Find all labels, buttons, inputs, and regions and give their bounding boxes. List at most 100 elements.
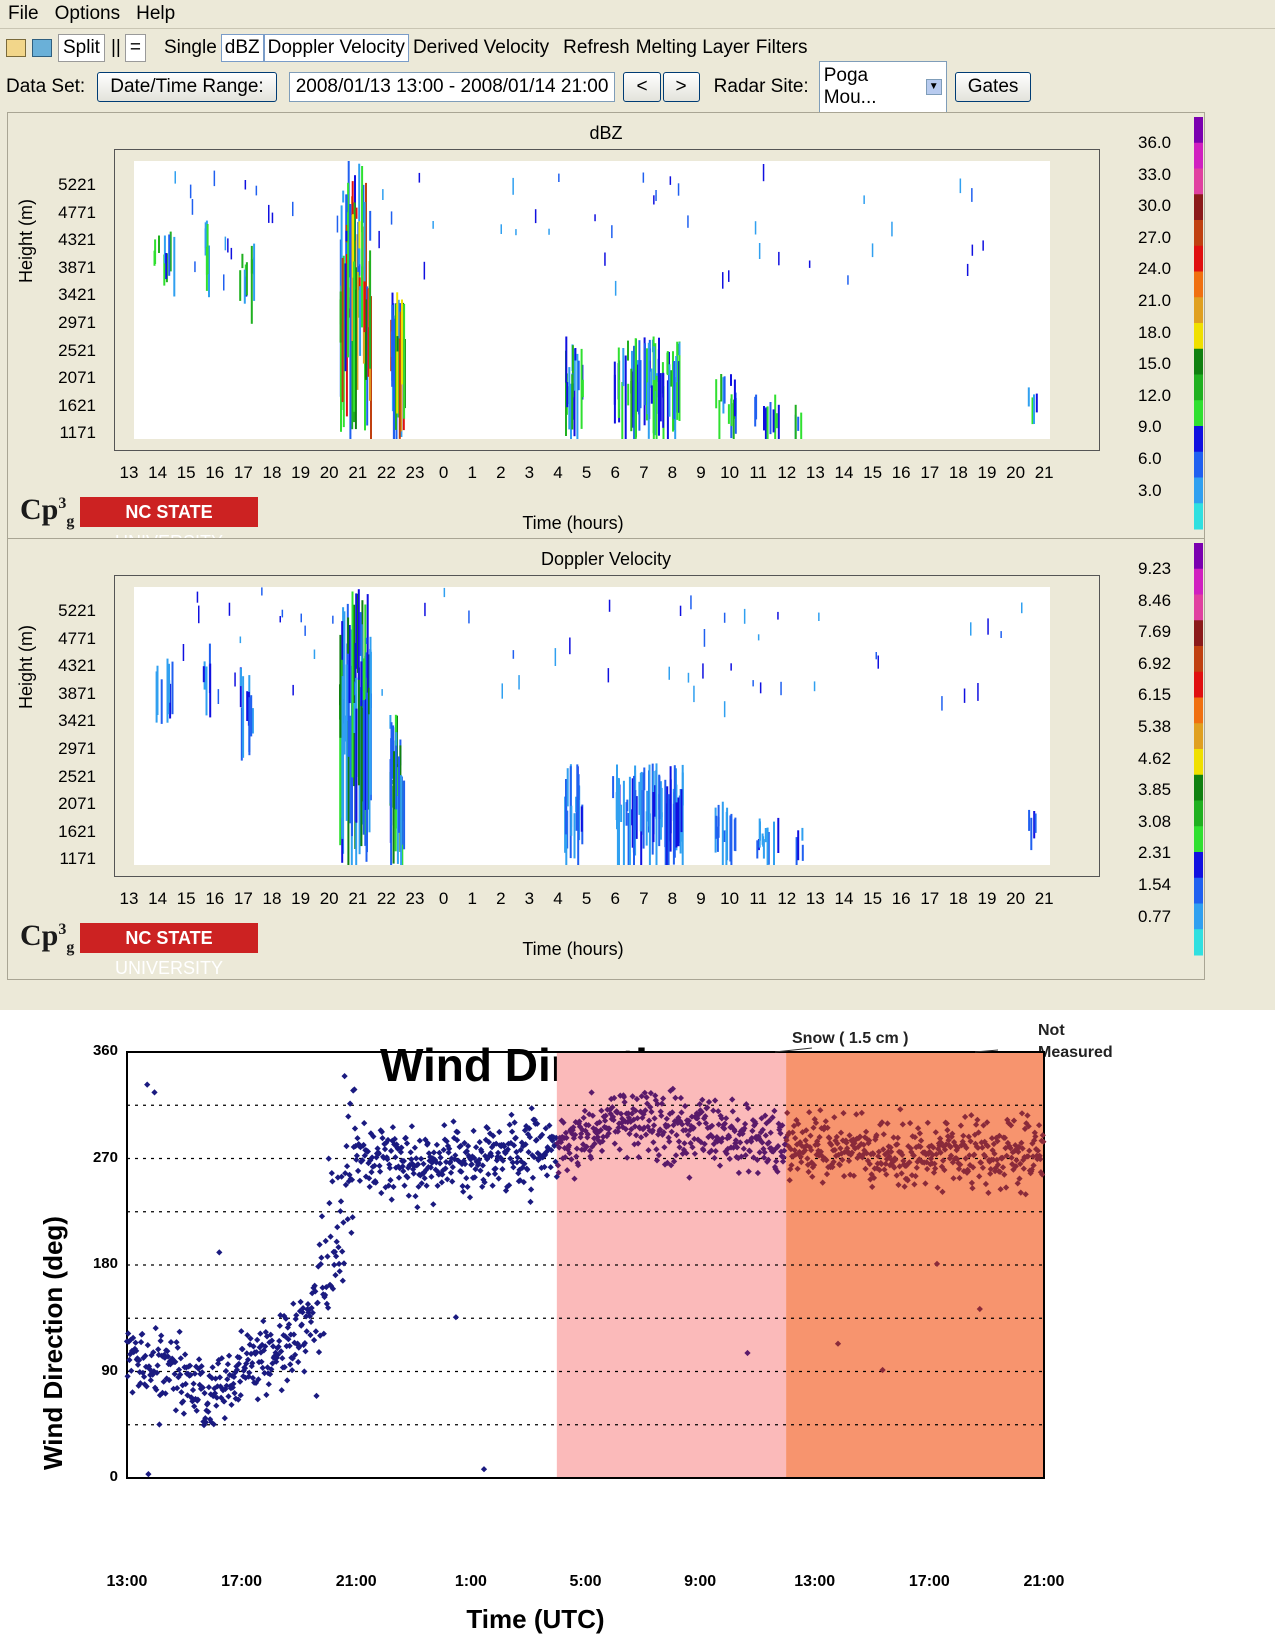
wind-data-point: [672, 1094, 679, 1102]
date-time-range-button[interactable]: Date/Time Range:: [97, 72, 277, 102]
wind-data-point: [221, 1414, 228, 1422]
wind-data-point: [150, 1349, 157, 1356]
wind-data-point: [530, 1154, 538, 1161]
radar-echo: [652, 792, 655, 843]
wind-data-point: [476, 1138, 483, 1146]
refresh-button[interactable]: Refresh: [563, 37, 630, 58]
x-tick-label: 14: [834, 889, 854, 908]
radar-echo: [352, 214, 354, 278]
dbz-button[interactable]: dBZ: [220, 34, 264, 62]
wind-data-point: [658, 1112, 665, 1119]
radar-echo: [987, 618, 989, 635]
wind-data-point: [260, 1317, 267, 1325]
x-tick-label: 14: [834, 463, 854, 482]
x-tick-label: 19: [291, 889, 311, 908]
radar-echo: [355, 683, 357, 695]
menu-help[interactable]: Help: [136, 3, 176, 24]
menu-file[interactable]: File: [8, 3, 39, 24]
derived-velocity-button[interactable]: Derived Velocity: [412, 37, 550, 58]
wind-data-point: [621, 1098, 628, 1106]
plot-frame: [126, 1051, 1045, 1479]
wind-data-point: [295, 1358, 302, 1366]
wind-data-point: [334, 1223, 341, 1231]
colorbar-swatch: [1194, 220, 1203, 247]
radar-echo: [501, 683, 503, 699]
wind-data-point: [475, 1156, 483, 1164]
y-tick-label: 4321: [58, 656, 96, 676]
melting-layer-button[interactable]: Melting Layer: [635, 37, 750, 58]
radar-echo: [627, 340, 629, 361]
date-range-field[interactable]: 2008/01/13 13:00 - 2008/01/14 21:00: [288, 72, 616, 102]
radar-echo: [240, 707, 243, 761]
wind-data-point: [711, 1097, 719, 1104]
wind-data-point: [543, 1172, 551, 1179]
previous-button[interactable]: <: [623, 72, 661, 102]
x-tick-label: 11: [749, 463, 768, 482]
colorbar-label: 30.0: [1138, 196, 1172, 216]
wind-data-point: [944, 1133, 952, 1140]
wind-data-point: [144, 1341, 151, 1349]
radar-echo: [363, 202, 366, 282]
horizontal-split-button[interactable]: =: [124, 34, 146, 62]
wind-data-point: [691, 1150, 699, 1157]
radar-echo: [339, 291, 342, 325]
radar-echo: [189, 184, 192, 199]
x-tick-label: 19: [977, 889, 997, 908]
x-tick-label: 20: [319, 463, 339, 482]
colorbar-label: 21.0: [1138, 291, 1172, 310]
radar-echo: [355, 207, 358, 219]
wind-data-point: [318, 1213, 326, 1220]
radar-echo: [390, 738, 393, 826]
radar-echo: [365, 299, 367, 380]
radar-echo: [341, 691, 344, 837]
radar-echo: [769, 402, 772, 435]
filters-button[interactable]: Filters: [755, 37, 808, 58]
split-button[interactable]: Split: [58, 34, 105, 62]
wind-data-point: [511, 1119, 518, 1126]
wind-data-point: [527, 1186, 535, 1193]
radar-echo: [571, 345, 574, 398]
wind-data-point: [598, 1147, 606, 1155]
radar-echo: [403, 780, 406, 850]
wind-data-point: [831, 1114, 838, 1121]
wind-data-point: [338, 1173, 345, 1180]
radar-site-select[interactable]: Poga Mou... ▼: [818, 61, 947, 113]
open-folder-icon[interactable]: [6, 39, 26, 57]
single-button[interactable]: Single: [163, 37, 217, 58]
radar-echo: [681, 764, 684, 874]
wind-data-point: [954, 1144, 961, 1152]
wind-data-point: [484, 1125, 491, 1132]
wind-data-point: [681, 1102, 689, 1110]
wind-data-point: [732, 1137, 740, 1144]
x-tick-label: 15: [863, 889, 883, 908]
radar-echo: [271, 212, 274, 224]
radar-echo: [251, 708, 254, 734]
colorbar-label: 12.0: [1138, 385, 1172, 405]
radar-echo: [566, 768, 569, 807]
wind-data-point: [339, 1277, 346, 1284]
chevron-down-icon[interactable]: ▼: [925, 79, 942, 95]
doppler-velocity-button[interactable]: Doppler Velocity: [263, 34, 409, 62]
wind-data-point: [994, 1161, 1002, 1168]
wind-data-point: [218, 1355, 225, 1362]
wind-data-point: [869, 1183, 876, 1191]
radar-echo: [163, 235, 166, 264]
wind-data-point: [285, 1336, 292, 1343]
colorbar-swatch: [1194, 697, 1203, 724]
radar-echo: [634, 790, 637, 830]
wind-data-point: [307, 1318, 315, 1326]
wind-data-point: [779, 1122, 786, 1129]
wind-data-point: [332, 1271, 339, 1279]
wind-data-point: [495, 1175, 502, 1182]
next-button[interactable]: >: [662, 72, 700, 102]
wind-data-point: [975, 1129, 982, 1136]
wind-data-point: [147, 1377, 154, 1384]
gates-button[interactable]: Gates: [954, 72, 1032, 102]
wind-data-point: [356, 1177, 364, 1184]
menu-options[interactable]: Options: [54, 3, 121, 24]
radar-echo: [624, 355, 627, 447]
vertical-split-button[interactable]: ||: [110, 37, 121, 58]
wind-data-point: [741, 1120, 749, 1128]
save-disk-icon[interactable]: [32, 39, 52, 57]
wind-data-point: [468, 1161, 475, 1168]
